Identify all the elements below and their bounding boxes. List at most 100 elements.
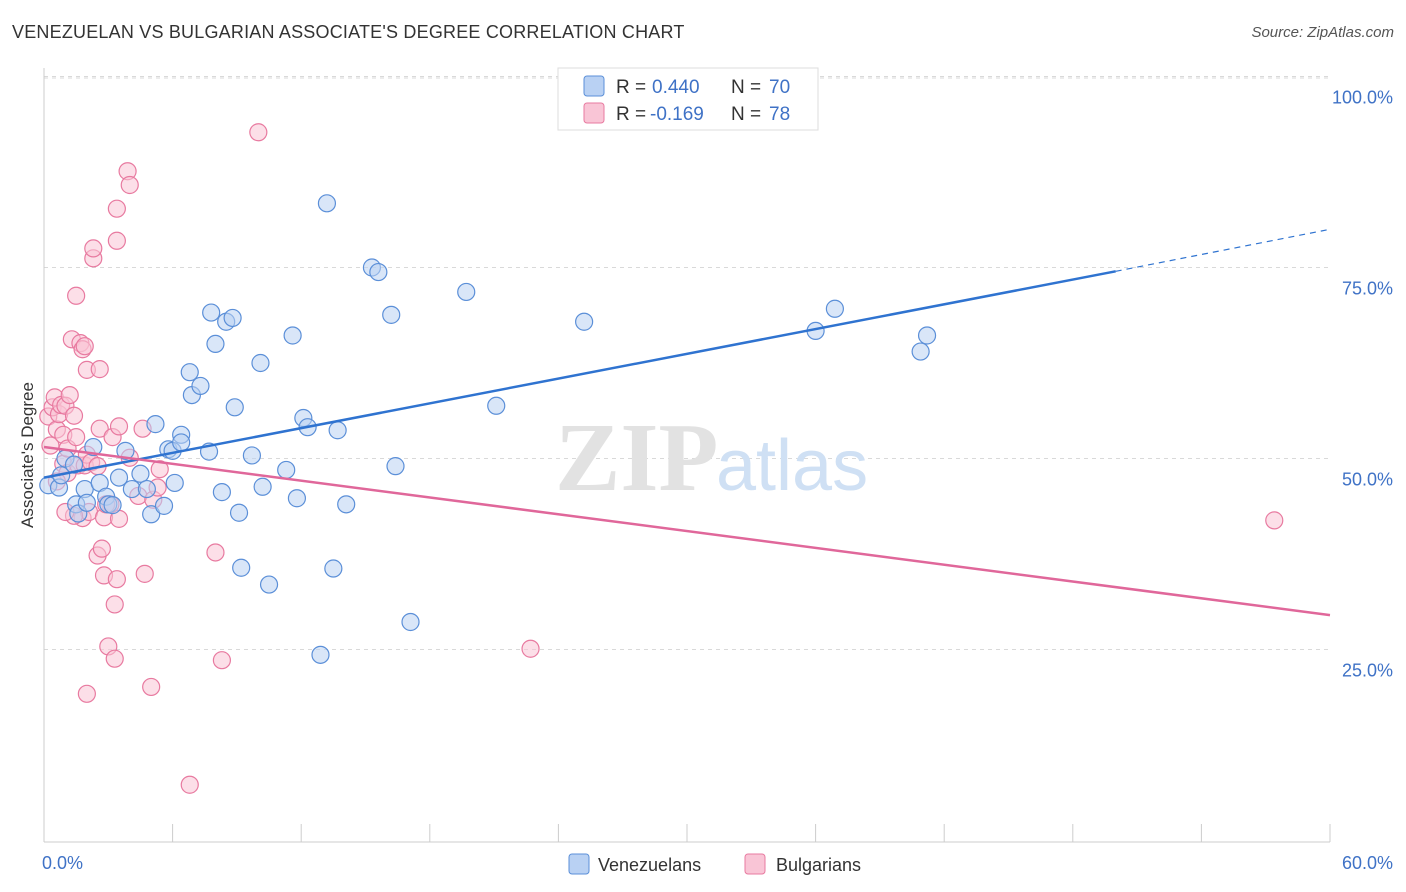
venezuelan-point-9 [84,437,103,457]
bulgarian-point-42 [107,199,126,218]
venezuelan-point-52 [337,495,356,514]
venezuelan-point-20 [146,415,165,434]
venezuelan-point-40 [253,477,272,496]
venezuelan-point-8 [77,493,96,512]
legend-swatch-venezuelans [583,75,605,97]
venezuelan-point-4 [64,455,84,474]
tick-labels: 25.0% 50.0% 75.0% 100.0% 0.0% 60.0% [42,88,1393,874]
venezuelan-point-38 [232,558,251,577]
bulgarian-point-58 [249,123,268,142]
series-legend-venezuelans: Venezuelans [598,855,701,875]
venezuelan-point-44 [283,326,302,345]
legend-r-label-1: R = [616,77,646,98]
venezuelan-point-51 [328,421,347,440]
venezuelan-point-59 [487,396,506,415]
bulgarian-point-43 [107,570,126,589]
venezuelan-point-32 [206,334,225,353]
venezuelan-point-49 [317,194,337,213]
venezuelan-point-35 [223,308,242,328]
venezuelan-point-33 [212,483,231,502]
bulgarian-point-45 [109,417,129,436]
legend-n-label-1: N = [731,77,761,98]
legend-n-label-2: N = [731,104,761,125]
venezuelan-point-63 [911,342,930,361]
venezuelan-point-37 [229,503,249,522]
venezuelan-point-39 [242,446,262,465]
venezuelan-point-60 [575,312,594,331]
bulgarian-point-22 [75,337,94,356]
venezuelan-point-24 [165,473,184,493]
bulgarian-point-60 [1265,511,1284,530]
chart-title: VENEZUELAN VS BULGARIAN ASSOCIATE'S DEGR… [12,22,685,42]
trend-lines [43,228,1331,617]
series-legend-swatch-bulgarians [744,853,766,875]
bulgarians-trend-line [43,445,1331,617]
venezuelan-point-48 [311,645,330,664]
bulgarian-point-62 [180,775,199,794]
bulgarian-point-32 [90,419,109,438]
bulgarian-point-41 [107,231,126,250]
venezuelans-trend-extension [1115,228,1331,272]
bulgarian-point-16 [67,286,86,305]
venezuelan-point-27 [180,363,199,382]
bulgarian-point-52 [142,677,161,697]
bulgarian-point-55 [150,460,169,479]
venezuelans-points [39,194,937,664]
y-tick-label-25: 25.0% [1342,661,1393,681]
venezuelan-point-57 [401,612,420,632]
venezuelans-trend-line [43,270,1116,479]
bulgarian-point-57 [212,651,231,670]
source-credit: Source: ZipAtlas.com [1251,24,1394,41]
venezuelan-point-36 [225,398,244,417]
legend-n-value-2: 78 [769,104,790,125]
venezuelan-point-19 [142,505,161,524]
venezuelan-point-14 [109,468,129,487]
correlation-legend: R = 0.440 N = 70 R = -0.169 N = 78 [557,67,819,131]
venezuelan-point-42 [259,575,279,594]
watermark-zip: ZIP [555,404,718,512]
bulgarian-point-15 [67,428,86,447]
legend-r-label-2: R = [616,104,646,125]
venezuelan-point-56 [386,457,405,476]
venezuelan-point-62 [825,299,844,318]
y-axis-label: Associate's Degree [18,382,37,528]
x-tick-label-max: 60.0% [1342,853,1393,873]
bulgarian-point-56 [206,543,225,562]
bulgarian-point-61 [77,684,96,703]
bulgarian-point-28 [84,239,103,258]
bulgarian-point-14 [64,406,84,425]
venezuelan-point-41 [251,353,270,373]
axes [43,68,1331,843]
bulgarian-point-31 [90,360,109,379]
y-tick-label-50: 50.0% [1342,470,1393,490]
y-tick-label-100: 100.0% [1332,88,1393,108]
bulgarian-point-33 [92,539,111,558]
venezuelan-point-18 [137,479,156,499]
bulgarian-point-40 [105,649,124,668]
bulgarian-point-59 [521,639,540,658]
series-legend-bulgarians: Bulgarians [776,855,861,875]
legend-r-value-2: -0.169 [650,104,704,125]
watermark: ZIP atlas [555,404,868,512]
venezuelan-point-29 [191,376,210,396]
series-legend-swatch-venezuelans [568,853,590,875]
venezuelan-point-58 [457,282,476,302]
x-tick-label-min: 0.0% [42,853,83,873]
venezuelan-point-31 [202,303,221,322]
bulgarian-point-51 [135,564,154,583]
bulgarian-point-1 [41,436,60,455]
venezuelan-point-15 [116,441,135,460]
venezuelan-point-43 [277,460,296,480]
venezuelan-point-26 [172,433,191,452]
legend-swatch-bulgarians [583,102,605,124]
venezuelan-point-21 [154,496,174,515]
venezuelan-point-17 [131,464,150,483]
legend-n-value-1: 70 [769,77,790,98]
venezuelan-point-64 [917,326,937,345]
venezuelan-point-13 [103,496,122,515]
watermark-atlas: atlas [716,426,868,506]
bulgarian-point-39 [105,595,124,614]
bulgarian-point-12 [60,385,79,405]
venezuelan-point-45 [287,489,307,508]
